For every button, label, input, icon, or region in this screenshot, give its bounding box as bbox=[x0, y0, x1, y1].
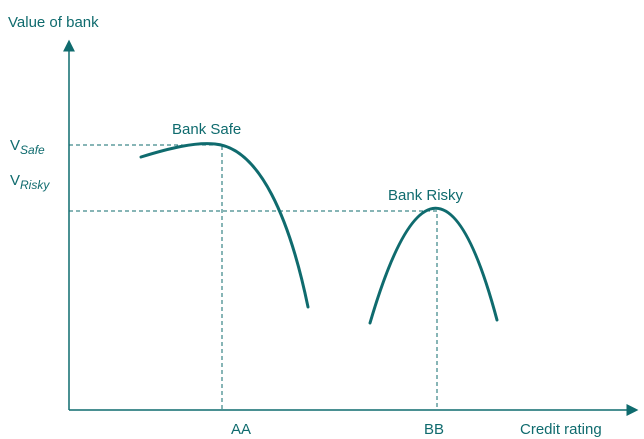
curve-label: Bank Risky bbox=[388, 187, 464, 204]
curve-label: Bank Safe bbox=[172, 121, 241, 138]
x-tick-label: AA bbox=[231, 421, 251, 438]
y-tick-main: V bbox=[10, 172, 20, 189]
safe-curve bbox=[139, 142, 310, 309]
y-tick-label: VSafe bbox=[10, 137, 45, 157]
y-tick-label: VRisky bbox=[10, 172, 50, 192]
risky-guide bbox=[69, 210, 438, 410]
safe-guide bbox=[69, 144, 223, 410]
y-tick-sub: Risky bbox=[20, 178, 50, 192]
risky-curve bbox=[368, 206, 499, 325]
y-tick-main: V bbox=[10, 137, 20, 154]
y-axis-label: Value of bank bbox=[8, 14, 99, 31]
x-axis-label: Credit rating bbox=[520, 421, 602, 438]
y-tick-sub: Safe bbox=[20, 143, 45, 157]
x-tick-label: BB bbox=[424, 421, 444, 438]
